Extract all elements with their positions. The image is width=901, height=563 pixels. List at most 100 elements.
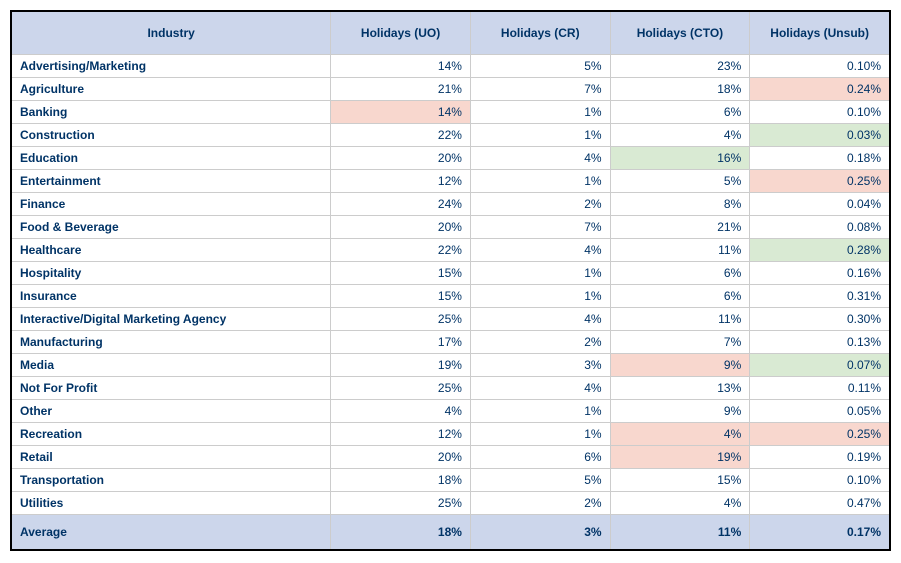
row-cto: 9% — [610, 400, 750, 423]
row-label: Transportation — [11, 469, 331, 492]
row-label: Media — [11, 354, 331, 377]
row-label: Not For Profit — [11, 377, 331, 400]
row-unsub: 0.28% — [750, 239, 890, 262]
row-unsub: 0.08% — [750, 216, 890, 239]
table-row: Retail20%6%19%0.19% — [11, 446, 890, 469]
average-row: Average18%3%11%0.17% — [11, 515, 890, 551]
row-label: Agriculture — [11, 78, 331, 101]
avg-cr: 3% — [470, 515, 610, 551]
table-row: Other4%1%9%0.05% — [11, 400, 890, 423]
row-unsub: 0.03% — [750, 124, 890, 147]
row-cr: 1% — [470, 101, 610, 124]
row-cto: 8% — [610, 193, 750, 216]
row-cto: 6% — [610, 101, 750, 124]
row-uo: 20% — [331, 147, 471, 170]
header-row: Industry Holidays (UO) Holidays (CR) Hol… — [11, 11, 890, 55]
row-uo: 15% — [331, 262, 471, 285]
table-row: Food & Beverage20%7%21%0.08% — [11, 216, 890, 239]
row-cto: 4% — [610, 423, 750, 446]
row-cto: 11% — [610, 239, 750, 262]
row-cr: 4% — [470, 308, 610, 331]
table-row: Utilities25%2%4%0.47% — [11, 492, 890, 515]
row-unsub: 0.19% — [750, 446, 890, 469]
row-label: Retail — [11, 446, 331, 469]
row-cr: 6% — [470, 446, 610, 469]
row-cto: 4% — [610, 492, 750, 515]
row-cto: 23% — [610, 55, 750, 78]
row-uo: 12% — [331, 170, 471, 193]
row-label: Entertainment — [11, 170, 331, 193]
row-label: Hospitality — [11, 262, 331, 285]
row-label: Recreation — [11, 423, 331, 446]
table-row: Insurance15%1%6%0.31% — [11, 285, 890, 308]
row-unsub: 0.24% — [750, 78, 890, 101]
row-cto: 18% — [610, 78, 750, 101]
table-row: Advertising/Marketing14%5%23%0.10% — [11, 55, 890, 78]
row-uo: 18% — [331, 469, 471, 492]
row-cto: 15% — [610, 469, 750, 492]
row-label: Interactive/Digital Marketing Agency — [11, 308, 331, 331]
row-label: Finance — [11, 193, 331, 216]
row-unsub: 0.47% — [750, 492, 890, 515]
table-row: Hospitality15%1%6%0.16% — [11, 262, 890, 285]
row-cr: 7% — [470, 216, 610, 239]
row-uo: 20% — [331, 216, 471, 239]
row-unsub: 0.25% — [750, 423, 890, 446]
row-uo: 20% — [331, 446, 471, 469]
row-uo: 15% — [331, 285, 471, 308]
row-uo: 24% — [331, 193, 471, 216]
row-cr: 1% — [470, 400, 610, 423]
table-row: Recreation12%1%4%0.25% — [11, 423, 890, 446]
row-cr: 3% — [470, 354, 610, 377]
avg-cto: 11% — [610, 515, 750, 551]
row-unsub: 0.05% — [750, 400, 890, 423]
row-label: Other — [11, 400, 331, 423]
row-cr: 1% — [470, 262, 610, 285]
row-cto: 11% — [610, 308, 750, 331]
row-cr: 4% — [470, 147, 610, 170]
table-row: Education20%4%16%0.18% — [11, 147, 890, 170]
row-cto: 5% — [610, 170, 750, 193]
col-industry: Industry — [11, 11, 331, 55]
row-cto: 19% — [610, 446, 750, 469]
table-row: Agriculture21%7%18%0.24% — [11, 78, 890, 101]
row-cto: 7% — [610, 331, 750, 354]
col-cto: Holidays (CTO) — [610, 11, 750, 55]
row-unsub: 0.11% — [750, 377, 890, 400]
row-cr: 5% — [470, 469, 610, 492]
col-unsub: Holidays (Unsub) — [750, 11, 890, 55]
avg-label: Average — [11, 515, 331, 551]
row-unsub: 0.30% — [750, 308, 890, 331]
row-label: Banking — [11, 101, 331, 124]
avg-uo: 18% — [331, 515, 471, 551]
row-uo: 17% — [331, 331, 471, 354]
row-cr: 1% — [470, 124, 610, 147]
row-uo: 4% — [331, 400, 471, 423]
row-cr: 2% — [470, 331, 610, 354]
table-row: Banking14%1%6%0.10% — [11, 101, 890, 124]
table-row: Manufacturing17%2%7%0.13% — [11, 331, 890, 354]
row-cr: 4% — [470, 377, 610, 400]
row-cr: 1% — [470, 285, 610, 308]
row-cr: 7% — [470, 78, 610, 101]
row-cr: 1% — [470, 423, 610, 446]
row-uo: 25% — [331, 492, 471, 515]
row-unsub: 0.18% — [750, 147, 890, 170]
row-unsub: 0.07% — [750, 354, 890, 377]
row-uo: 22% — [331, 124, 471, 147]
row-unsub: 0.25% — [750, 170, 890, 193]
table-row: Not For Profit25%4%13%0.11% — [11, 377, 890, 400]
row-cr: 2% — [470, 492, 610, 515]
row-cr: 5% — [470, 55, 610, 78]
table-row: Entertainment12%1%5%0.25% — [11, 170, 890, 193]
table-row: Interactive/Digital Marketing Agency25%4… — [11, 308, 890, 331]
row-cto: 6% — [610, 262, 750, 285]
row-label: Healthcare — [11, 239, 331, 262]
row-uo: 12% — [331, 423, 471, 446]
row-cr: 4% — [470, 239, 610, 262]
row-cto: 6% — [610, 285, 750, 308]
row-unsub: 0.13% — [750, 331, 890, 354]
row-cto: 13% — [610, 377, 750, 400]
row-uo: 14% — [331, 101, 471, 124]
table-row: Transportation18%5%15%0.10% — [11, 469, 890, 492]
